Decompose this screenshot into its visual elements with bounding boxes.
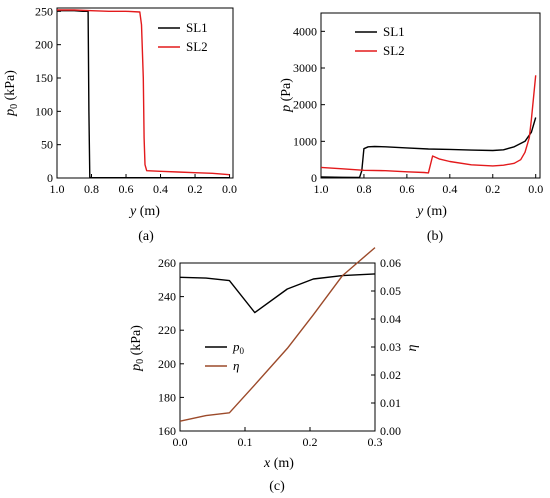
panel-c-series-1-line <box>179 273 376 314</box>
panel-b-y-tick-label: 3000 <box>293 61 317 75</box>
panel-c-series-2-line <box>179 247 376 422</box>
panel-c-x-tick-label: 0.3 <box>368 435 383 449</box>
panel-a-legend-label-2: SL2 <box>186 39 208 54</box>
panel-a-x-tick-label: 0.8 <box>84 182 99 196</box>
panel-b-x-tick-label: 0.6 <box>399 182 414 196</box>
panel-c-caption: (c) <box>269 479 285 494</box>
panel-b-y-tick-label: 2000 <box>293 98 317 112</box>
panel-c-y2-tick-label: 0.05 <box>380 284 401 298</box>
panel-b-y-tick-label: 1000 <box>293 134 317 148</box>
panel-c-y-tick-label: 160 <box>158 424 176 438</box>
panel-c-y2-tick-label: 0.00 <box>380 424 401 438</box>
panel-c-y-tick-label: 200 <box>158 357 176 371</box>
panel-c-x-tick-label: 0.0 <box>173 435 188 449</box>
panel-b-x-tick-label: 1.0 <box>314 182 329 196</box>
panel-a-y-tick-label: 250 <box>35 4 53 18</box>
panel-c-y-tick-label: 180 <box>158 390 176 404</box>
panel-c-y2-axis-label: η <box>405 344 420 351</box>
panel-a-y-tick-label: 150 <box>35 71 53 85</box>
panel-c-y-tick-label: 220 <box>158 323 176 337</box>
panel-a-caption: (a) <box>138 229 154 244</box>
panel-b-x-axis-label: y (m) <box>415 204 447 219</box>
panel-c-y2-tick-label: 0.01 <box>380 396 401 410</box>
panel-a-legend-label-1: SL1 <box>186 20 208 35</box>
panel-c-x-tick-label: 0.1 <box>238 435 253 449</box>
panel-c-x-tick-label: 0.2 <box>303 435 318 449</box>
panel-a-y-tick-label: 200 <box>35 38 53 52</box>
panel-c-y-tick-label: 240 <box>158 290 176 304</box>
panel-b-x-tick-label: 0.4 <box>442 182 457 196</box>
panel-b-x-tick-label: 0.8 <box>356 182 371 196</box>
panel-c-y2-tick-label: 0.03 <box>380 340 401 354</box>
panel-c-y-axis-label: p0 (kPa) <box>129 325 146 372</box>
panel-a-series-2-line <box>57 9 230 176</box>
panel-a-x-tick-label: 0.6 <box>119 182 134 196</box>
panel-c-x-axis-label: x (m) <box>263 456 294 471</box>
panel-b-x-tick-label: 0.2 <box>485 182 500 196</box>
panel-b-legend-label-1: SL1 <box>383 24 405 39</box>
panel-b-legend-label-2: SL2 <box>383 43 405 58</box>
panel-b-frame <box>320 12 541 179</box>
panel-c-y2-tick-label: 0.02 <box>380 368 401 382</box>
panel-a-y-tick-label: 0 <box>47 171 53 185</box>
panel-c-legend-label-1: p0 <box>232 339 245 356</box>
panel-a-x-tick-label: 0.2 <box>188 182 203 196</box>
panel-a-x-tick-label: 0.4 <box>153 182 168 196</box>
panel-b-y-tick-label: 4000 <box>293 24 317 38</box>
panel-c-y2-tick-label: 0.04 <box>380 312 401 326</box>
panel-b-series-2-line <box>320 75 537 174</box>
panel-b-y-axis-label: p (Pa) <box>279 78 294 113</box>
panel-c-y-tick-label: 260 <box>158 256 176 270</box>
panel-b-caption: (b) <box>427 229 444 244</box>
panel-a-y-axis-label: p0 (kPa) <box>3 70 20 117</box>
panel-b-x-tick-label: 0.0 <box>528 182 543 196</box>
panel-c-legend-label-2: η <box>233 358 239 373</box>
panel-b-y-tick-label: 0 <box>311 171 317 185</box>
panel-a-y-tick-label: 100 <box>35 104 53 118</box>
panel-a-x-tick-label: 1.0 <box>50 182 65 196</box>
panel-a-x-axis-label: y (m) <box>128 204 160 219</box>
panel-a-x-tick-label: 0.0 <box>222 182 237 196</box>
panel-b-series-1-line <box>320 117 537 179</box>
panel-a-y-tick-label: 50 <box>41 138 53 152</box>
panel-c-y2-tick-label: 0.06 <box>380 256 401 270</box>
